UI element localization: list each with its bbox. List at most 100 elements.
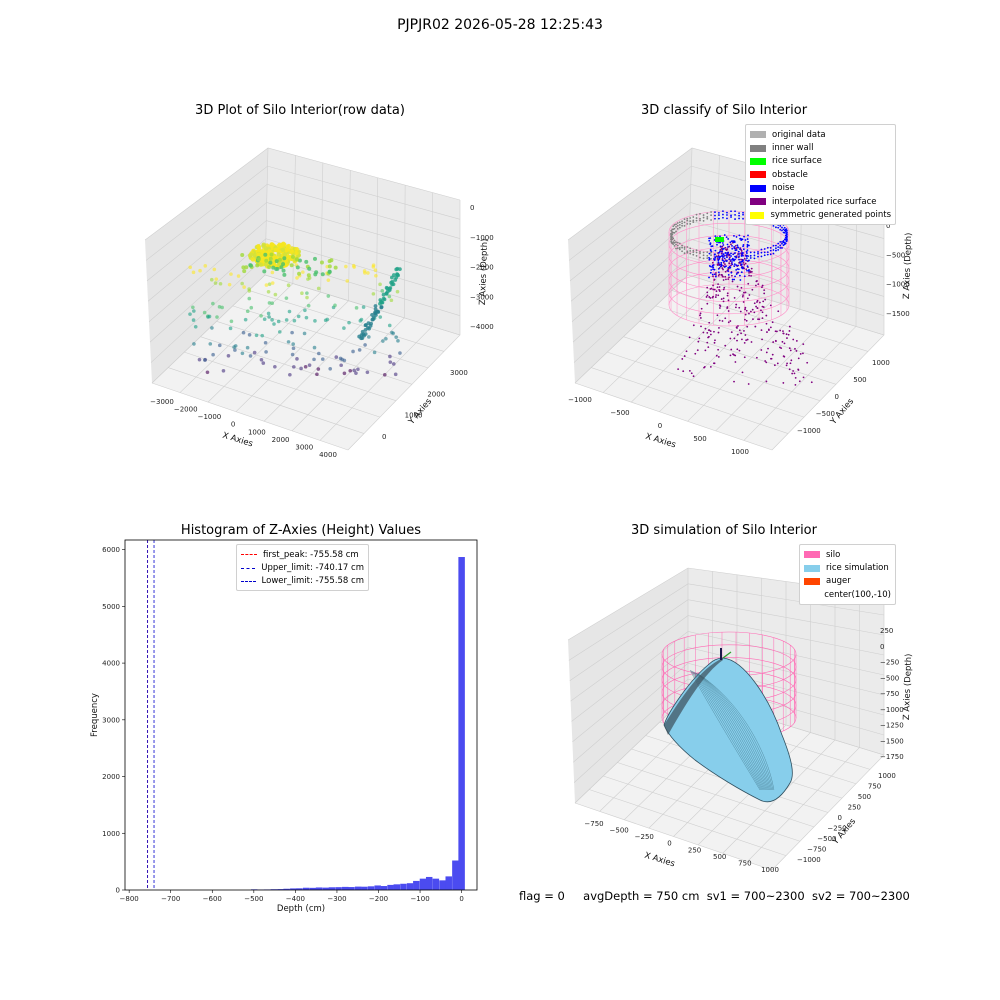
data-point [738,212,740,214]
data-point [683,252,686,255]
data-point [295,276,299,280]
data-point [772,252,775,255]
data-point [304,315,309,320]
data-point [236,274,241,278]
data-point [748,312,750,315]
tick-label: 1000 [731,448,749,456]
data-point [797,357,800,360]
data-point [727,266,730,269]
data-point [724,270,727,273]
data-point [741,295,744,298]
data-point [242,269,247,274]
data-point [263,252,268,257]
surface-mesh-line [696,673,770,791]
data-point [683,218,686,221]
data-point [802,343,805,346]
y-tick-label: 1000 [102,830,120,838]
histogram-bar [277,889,284,890]
data-point [729,354,732,357]
data-point [395,266,400,271]
data-point [685,350,688,353]
data-point [259,314,263,318]
data-point [255,263,260,268]
data-point [744,313,747,316]
data-point [753,257,756,260]
data-point [771,353,774,356]
data-point [191,318,196,322]
data-point [719,241,722,244]
tick-label: −500 [610,827,629,835]
data-point [740,250,743,252]
data-point [794,376,797,379]
data-point [717,356,720,358]
panel-title-histogram: Histogram of Z-Axies (Height) Values [180,523,422,538]
data-point [257,247,262,253]
data-point [249,305,254,310]
data-point [727,251,730,254]
data-point [378,282,382,287]
data-point [688,369,691,372]
data-point [775,330,778,333]
data-point [734,252,736,254]
data-point [733,296,736,299]
data-point [706,251,709,254]
grid-line [639,321,837,385]
data-point [747,234,749,237]
data-point [312,256,317,261]
data-point [241,330,246,335]
data-point [384,337,388,341]
data-point [710,251,712,254]
data-point [720,261,723,264]
data-point [290,330,294,335]
data-point [708,329,711,332]
data-point [726,217,728,220]
data-point [749,270,752,273]
data-point [342,371,347,376]
data-point [276,261,282,267]
data-point [720,265,722,268]
surface-mesh-line [689,669,761,791]
data-point [763,251,766,254]
data-point [678,223,681,226]
data-point [744,306,747,309]
data-point [727,270,730,272]
data-point [737,264,740,267]
data-point [718,319,721,322]
data-point [746,238,749,240]
data-point [683,221,686,224]
tick-label: 0 [231,421,235,429]
data-point [709,271,712,274]
data-point [740,258,742,261]
legend-swatch [750,144,766,152]
data-point [746,243,749,246]
data-point [750,274,752,277]
tick-label: 750 [738,859,751,867]
data-point [761,286,763,289]
data-point [271,265,276,270]
data-point [715,294,718,296]
data-point [305,291,309,295]
data-point [738,253,740,255]
data-point [689,252,692,255]
data-point [320,272,325,277]
data-point [297,258,302,263]
data-point [243,317,248,322]
data-point [721,245,724,248]
data-point [742,301,745,303]
data-point [706,291,709,294]
data-point [735,269,738,271]
x-axis-label: X Axies [644,432,677,451]
legend-label: rice surface [772,156,822,167]
data-point [722,300,725,303]
data-point [692,216,695,218]
histogram-bar [328,887,336,890]
data-point [247,289,252,293]
data-point [747,282,750,285]
y-axis-label: Frequency [90,693,100,737]
data-point [767,347,769,350]
data-point [761,311,764,314]
data-point [710,254,712,257]
data-point [783,238,786,241]
surface-mesh-line [690,670,762,791]
legend-label: original data [772,129,826,140]
